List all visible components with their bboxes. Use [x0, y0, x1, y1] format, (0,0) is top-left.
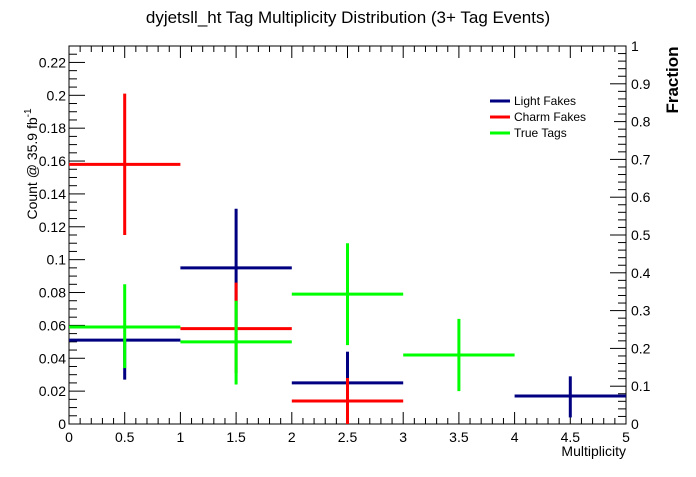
y2-tick-label: 0.7 [631, 151, 651, 167]
series-true-tags [69, 243, 515, 392]
x-axis-ticks [68, 412, 627, 424]
y2-tick-label: 0.4 [631, 265, 651, 281]
y2-tick-label: 0.5 [631, 227, 651, 243]
y-tick-label: 0.22 [39, 54, 66, 70]
y2-tick-label: 0.6 [631, 189, 651, 205]
y2-tick-label: 1 [631, 38, 639, 54]
y-tick-label: 0.2 [47, 87, 67, 103]
x-axis-label: Multiplicity [561, 443, 626, 459]
y-axis-label: Count @ 35.9 fb-1 [23, 108, 40, 220]
y-tick-label: 0.18 [39, 120, 66, 136]
x-tick-label: 4.5 [561, 429, 581, 445]
y2-axis-ticks [610, 45, 626, 425]
y-tick-label: 0.12 [39, 219, 66, 235]
x-tick-label: 0 [65, 429, 73, 445]
top-axis-ticks [68, 46, 627, 58]
y2-axis-label: Fraction [663, 46, 682, 113]
x-tick-label: 2 [288, 429, 296, 445]
y-tick-labels: 0 0.02 0.04 0.06 0.08 0.1 0.12 0.14 0.16 0.18 0.2 0… [39, 54, 66, 432]
y2-tick-label: 0 [631, 416, 639, 432]
y-tick-label: 0.08 [39, 285, 66, 301]
y-tick-label: 0.04 [39, 350, 66, 366]
y2-tick-label: 0.8 [631, 114, 651, 130]
legend: Light Fakes Charm Fakes True Tags [484, 88, 614, 144]
y-axis-ticks [69, 45, 85, 425]
x-tick-label: 2.5 [338, 429, 358, 445]
y-tick-label: 0.1 [47, 252, 67, 268]
y-tick-label: 0.02 [39, 383, 66, 399]
y2-tick-label: 0.9 [631, 76, 651, 92]
x-tick-label: 5 [622, 429, 630, 445]
y2-tick-labels: 0 0.1 0.2 0.3 0.4 0.5 0.6 0.7 0.8 0.9 1 [631, 38, 651, 432]
data-series [69, 93, 626, 424]
x-tick-label: 3.5 [449, 429, 469, 445]
y2-tick-label: 0.1 [631, 378, 651, 394]
y-axis-label-main: Count @ 35.9 fb [24, 117, 40, 219]
y2-tick-label: 0.2 [631, 340, 651, 356]
x-tick-label: 3 [399, 429, 407, 445]
y-tick-label: 0.16 [39, 153, 66, 169]
legend-label-charm-fakes: Charm Fakes [514, 110, 586, 124]
y-tick-label: 0.14 [39, 186, 66, 202]
chart-title: dyjetsll_ht Tag Multiplicity Distributio… [146, 8, 550, 27]
y-tick-label: 0 [58, 416, 66, 432]
y-tick-label: 0.06 [39, 317, 66, 333]
y2-tick-label: 0.3 [631, 303, 651, 319]
x-tick-label: 4 [511, 429, 519, 445]
y-axis-label-sup: -1 [23, 108, 34, 117]
x-tick-label: 1.5 [226, 429, 246, 445]
x-tick-label: 0.5 [115, 429, 135, 445]
legend-label-true-tags: True Tags [514, 126, 567, 140]
x-tick-label: 1 [177, 429, 185, 445]
legend-label-light-fakes: Light Fakes [514, 94, 576, 108]
x-tick-labels: 0 0.5 1 1.5 2 2.5 3 3.5 4 4.5 5 [65, 429, 630, 445]
